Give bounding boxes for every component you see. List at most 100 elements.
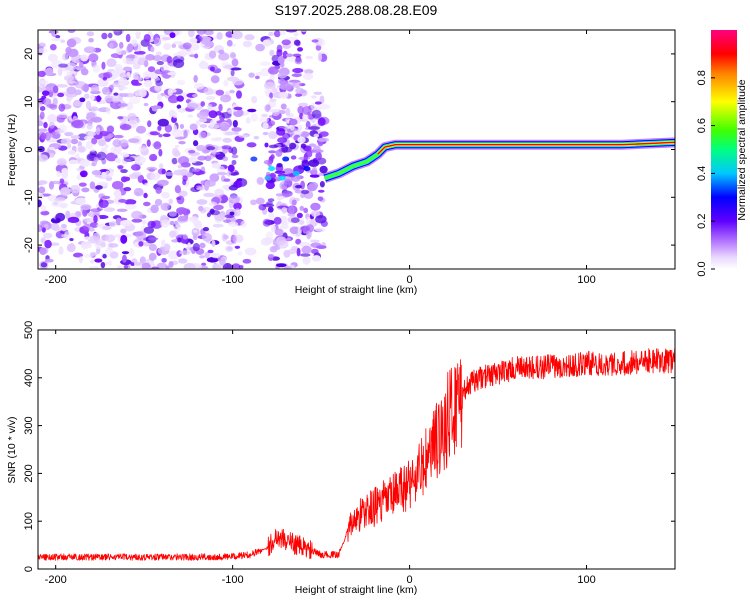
spectrogram-noise-blob <box>197 36 203 42</box>
spectrogram-noise-blob <box>172 59 185 69</box>
snr-y-axis: 0 100 200 300 400 500 <box>23 321 675 572</box>
spectrogram-noise-blob <box>152 55 162 62</box>
spectrogram-noise-blob <box>242 258 252 264</box>
spectrogram-noise-blob <box>285 30 298 33</box>
spectrogram-noise-blob <box>178 190 188 197</box>
spectrogram-noise-blob <box>69 237 74 242</box>
spectrogram-noise-blob <box>58 63 69 68</box>
spectrogram-noise-blob <box>90 84 100 93</box>
spectrogram-noise-blob <box>113 189 122 198</box>
spectrogram-noise-blob <box>47 53 58 62</box>
spectrogram-noise-blob <box>234 131 239 135</box>
spectrogram-noise-blob <box>133 57 139 63</box>
spectrogram-noise-blob <box>301 245 312 254</box>
spectrogram-noise-blob <box>54 197 66 202</box>
spectrogram-noise-blob <box>154 198 163 206</box>
spectrogram-noise-blob <box>83 253 94 258</box>
spectrogram-noise-blob <box>132 72 139 80</box>
spectrogram-noise-blob <box>199 255 205 259</box>
spectrogram-noise-blob <box>78 146 86 153</box>
spectrogram-noise-blob <box>187 149 196 154</box>
spectrogram-noise-blob <box>171 43 177 48</box>
spectrogram-noise-blob <box>65 210 71 220</box>
spectrogram-noise-blob <box>70 135 80 140</box>
spectrogram-noise-blob <box>176 104 182 109</box>
spectrogram-noise-blob <box>302 256 311 265</box>
spectrogram-noise-blob <box>157 93 162 101</box>
spectrogram-noise-blob <box>88 227 95 232</box>
spectrogram-noise-blob <box>150 204 159 214</box>
spectrogram-noise-blob <box>234 245 241 249</box>
spectrogram-noise-blob <box>300 89 306 94</box>
spectrogram-noise-blob <box>177 164 183 169</box>
spectrogram-noise-blob <box>293 39 301 46</box>
spectrogram-noise-blob <box>303 166 311 172</box>
chart-title: S197.2025.288.08.28.E09 <box>275 2 438 18</box>
spectrogram-noise-blob <box>319 165 328 174</box>
spectrogram-noise-blob <box>117 86 128 90</box>
spectrogram-noise-blob <box>317 196 324 202</box>
spectrogram-noise-blob <box>310 239 320 243</box>
spectrogram-noise-blob <box>108 221 117 227</box>
spectrogram-noise-blob <box>157 168 166 175</box>
spectrogram-y-tick-label: -20 <box>23 237 35 253</box>
colorbar: 0.0 0.2 0.4 0.6 0.8 Normalized spectral ampl… <box>696 30 748 277</box>
spectrogram-noise-blob <box>43 98 52 106</box>
spectrogram-noise-blob <box>177 215 189 222</box>
spectrogram-noise-blob <box>59 187 71 196</box>
snr-y-tick-label: 300 <box>23 416 35 434</box>
spectrogram-noise-blob <box>209 66 215 72</box>
spectrogram-noise-blob <box>155 187 162 194</box>
spectrogram-noise-blob <box>48 121 55 129</box>
spectrogram-noise-blob <box>223 234 229 240</box>
spectrogram-noise-blob <box>108 243 119 248</box>
spectrogram-noise-blob <box>238 264 244 269</box>
spectrogram-noise-blob <box>319 131 329 137</box>
spectrogram-noise-blob <box>264 175 272 181</box>
spectrogram-noise-blob <box>268 31 274 37</box>
spectrogram-noise-blob <box>264 237 274 245</box>
spectrogram-noise-blob <box>231 58 239 67</box>
spectrogram-noise-blob <box>211 162 222 169</box>
spectrogram-noise-blob <box>134 89 142 97</box>
spectrogram-noise-blob <box>214 137 223 141</box>
spectrogram-noise-blob <box>186 102 199 109</box>
colorbar-tick-label: 0.8 <box>696 70 708 85</box>
spectrogram-noise-blob <box>204 155 212 162</box>
spectrogram-noise-blob <box>111 180 124 190</box>
spectrogram-noise-blob <box>281 190 293 197</box>
spectrogram-noise-blob <box>222 219 232 223</box>
spectrogram-noise-blob <box>63 75 75 82</box>
spectrogram-x-tick-label: 100 <box>577 274 595 286</box>
spectrogram-noise-blob <box>298 156 311 161</box>
spectrogram-noise-blob <box>108 84 114 92</box>
spectrogram-noise-blob <box>289 142 297 150</box>
spectrogram-noise-blob <box>266 120 276 127</box>
spectrogram-noise-blob <box>135 230 147 240</box>
spectrogram-noise-blob <box>232 229 238 237</box>
spectrogram-noise-blob <box>125 33 131 43</box>
spectrogram-noise-blob <box>121 50 127 55</box>
spectrogram-noise-blob <box>301 159 310 168</box>
spectrogram-y-axis: -20 -10 0 10 20 <box>23 48 675 253</box>
spectrogram-noise-blob <box>305 224 314 233</box>
spectrogram-noise-blob <box>164 171 176 176</box>
spectrogram-noise-blob <box>211 240 216 248</box>
spectrogram-noise-blob <box>269 49 275 57</box>
spectrogram-noise-blob <box>111 82 121 88</box>
spectrogram-noise-blob <box>133 187 144 197</box>
spectrogram-noise-blob <box>168 211 177 217</box>
spectrogram-noise-blob <box>176 52 182 58</box>
spectrogram-noise-blob <box>295 93 303 97</box>
spectrogram-noise-blob <box>189 155 198 164</box>
spectrogram-noise-blob <box>299 205 305 211</box>
spectrogram-noise-blob <box>232 119 238 128</box>
spectrogram-noise-blob <box>112 139 122 148</box>
spectrogram-noise-blob <box>183 130 188 139</box>
spectrogram-noise-blob <box>189 123 198 131</box>
spectrogram-noise-blob <box>67 30 76 33</box>
spectrogram-noise-blob <box>279 82 292 91</box>
spectrogram-noise-blob <box>67 143 72 149</box>
spectrogram-noise-blob <box>85 100 92 110</box>
spectrogram-noise-blob <box>128 247 135 257</box>
